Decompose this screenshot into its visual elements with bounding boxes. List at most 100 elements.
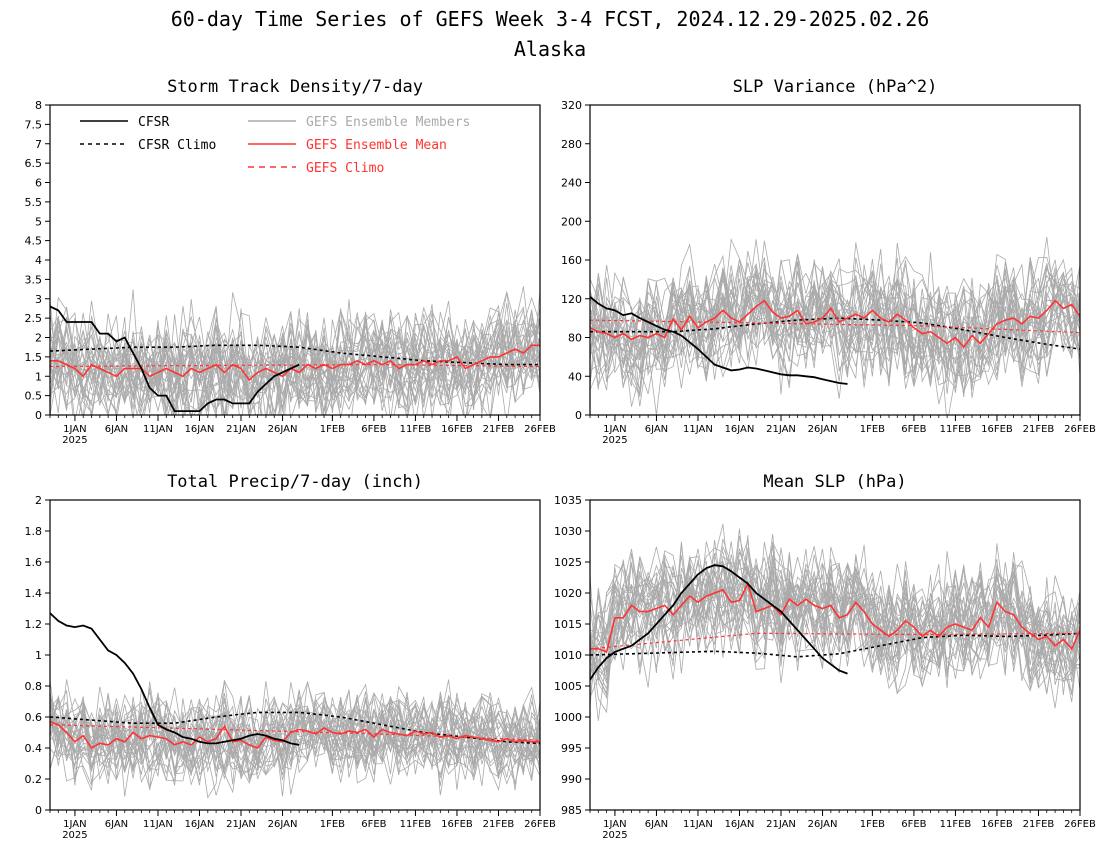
y-tick-label: 2 [35, 332, 42, 345]
legend-cfsr-climo-label: CFSR Climo [138, 138, 216, 153]
x-tick-label: 6JAN [645, 424, 668, 435]
y-tick-label: 120 [561, 293, 582, 306]
panel-title-slp-variance: SLP Variance (hPa^2) [733, 77, 938, 97]
ens-mean-line [50, 344, 540, 382]
x-tick-label: 16JAN [185, 424, 215, 435]
plot-area [590, 524, 1080, 721]
y-tick-label: 2 [35, 494, 42, 507]
x-tick-label: 6FEB [361, 819, 386, 830]
y-tick-label: 1 [35, 649, 42, 662]
y-tick-label: 7.5 [25, 118, 43, 131]
ensemble-member-line [50, 307, 540, 415]
y-tick-label: 3.5 [25, 273, 43, 286]
x-tick-label: 11FEB [940, 424, 972, 435]
x-tick-label: 1JAN [603, 819, 626, 830]
panel-storm-track: Storm Track Density/7-day 0 0.5 1 1.5 2 2.5 3 3.… [25, 77, 556, 446]
panel-title-mean-slp: Mean SLP (hPa) [763, 472, 906, 492]
y-tick-label: 990 [561, 773, 582, 786]
y-tick-label: 4.5 [25, 235, 43, 248]
legend-ens-mean-label: GEFS Ensemble Mean [306, 138, 447, 153]
ensemble-member-line [590, 265, 1080, 399]
x-tick-label: 1FEB [860, 424, 885, 435]
y-tick-label: 80 [568, 332, 582, 345]
x-tick-label: 26JAN [268, 819, 298, 830]
panel-title-storm-track: Storm Track Density/7-day [167, 77, 423, 97]
panel-title-total-precip: Total Precip/7-day (inch) [167, 472, 423, 492]
ensemble-member-line [590, 250, 1080, 381]
y-tick-label: 1005 [554, 680, 582, 693]
x-year-label: 2025 [602, 435, 627, 446]
x-tick-label: 16FEB [981, 819, 1013, 830]
x-tick-label: 21FEB [483, 424, 515, 435]
y-tick-label: 0 [35, 804, 42, 817]
x-tick-label: 21FEB [1023, 424, 1055, 435]
panel-slp-variance: SLP Variance (hPa^2) 0 40 80 120 160 200 240 280… [561, 77, 1096, 446]
y-tick-label: 160 [561, 254, 582, 267]
y-tick-label: 1000 [554, 711, 582, 724]
ensemble-member-line [590, 253, 1080, 396]
y-tick-label: 995 [561, 742, 582, 755]
x-tick-label: 26JAN [268, 424, 298, 435]
ensemble-member-line [590, 554, 1080, 681]
x-tick-label: 16JAN [185, 819, 215, 830]
y-tick-label: 0.2 [25, 773, 43, 786]
cfsr-line [50, 612, 300, 746]
y-tick-label: 1.8 [25, 525, 43, 538]
panel-mean-slp: Mean SLP (hPa) 985 990 995 1000 1005 1010 1015 1… [554, 472, 1096, 841]
ens-mean-line [590, 299, 1080, 349]
cfsr-climo-line [590, 632, 1080, 658]
legend-cfsr-label: CFSR [138, 115, 169, 130]
figure-title: 60-day Time Series of GEFS Week 3-4 FCST… [171, 7, 930, 31]
x-tick-label: 11FEB [400, 424, 432, 435]
gefs-climo-line [50, 363, 540, 368]
ensemble-member-line [50, 691, 540, 782]
y-tick-label: 6.5 [25, 157, 43, 170]
y-tick-label: 5.5 [25, 196, 43, 209]
ens-mean-line [50, 720, 540, 750]
y-tick-label: 40 [568, 370, 582, 383]
x-tick-label: 16FEB [441, 424, 473, 435]
ensemble-member-line [590, 545, 1080, 685]
x-tick-label: 16JAN [725, 819, 755, 830]
x-tick-label: 11JAN [683, 424, 713, 435]
figure-subtitle: Alaska [514, 37, 586, 61]
y-tick-label: 3 [35, 293, 42, 306]
y-tick-label: 6 [35, 177, 42, 190]
x-tick-label: 6FEB [361, 424, 386, 435]
x-year-label: 2025 [62, 435, 87, 446]
x-tick-label: 11JAN [143, 424, 173, 435]
x-tick-label: 11JAN [683, 819, 713, 830]
ensemble-member-line [590, 276, 1080, 397]
y-tick-label: 280 [561, 138, 582, 151]
y-tick-label: 240 [561, 177, 582, 190]
x-tick-label: 26FEB [1064, 424, 1096, 435]
ensemble-member-line [50, 681, 540, 795]
x-tick-label: 1JAN [63, 819, 86, 830]
plot-area [50, 612, 540, 799]
x-tick-label: 16FEB [441, 819, 473, 830]
x-tick-label: 26FEB [524, 819, 556, 830]
x-year-label: 2025 [62, 830, 87, 841]
y-tick-label: 0.4 [25, 742, 43, 755]
x-tick-label: 26FEB [524, 424, 556, 435]
y-tick-label: 2.5 [25, 312, 43, 325]
ensemble-member-line [590, 535, 1080, 697]
x-year-label: 2025 [602, 830, 627, 841]
x-tick-label: 21JAN [766, 424, 796, 435]
ensemble-member-line [50, 688, 540, 781]
cfsr-line [590, 296, 848, 385]
ensemble-member-line [590, 272, 1080, 415]
ensemble-member-line [590, 548, 1080, 675]
ensemble-member-line [50, 687, 540, 787]
ensemble-member-line [590, 547, 1080, 691]
x-tick-label: 26JAN [808, 819, 838, 830]
gefs-climo-line [590, 319, 1080, 334]
y-tick-label: 200 [561, 215, 582, 228]
y-tick-label: 1 [35, 370, 42, 383]
x-tick-label: 1FEB [320, 424, 345, 435]
x-tick-label: 6JAN [105, 424, 128, 435]
y-tick-label: 8 [35, 99, 42, 112]
x-tick-label: 1FEB [860, 819, 885, 830]
legend-members-label: GEFS Ensemble Members [306, 115, 470, 130]
x-tick-label: 1JAN [63, 424, 86, 435]
